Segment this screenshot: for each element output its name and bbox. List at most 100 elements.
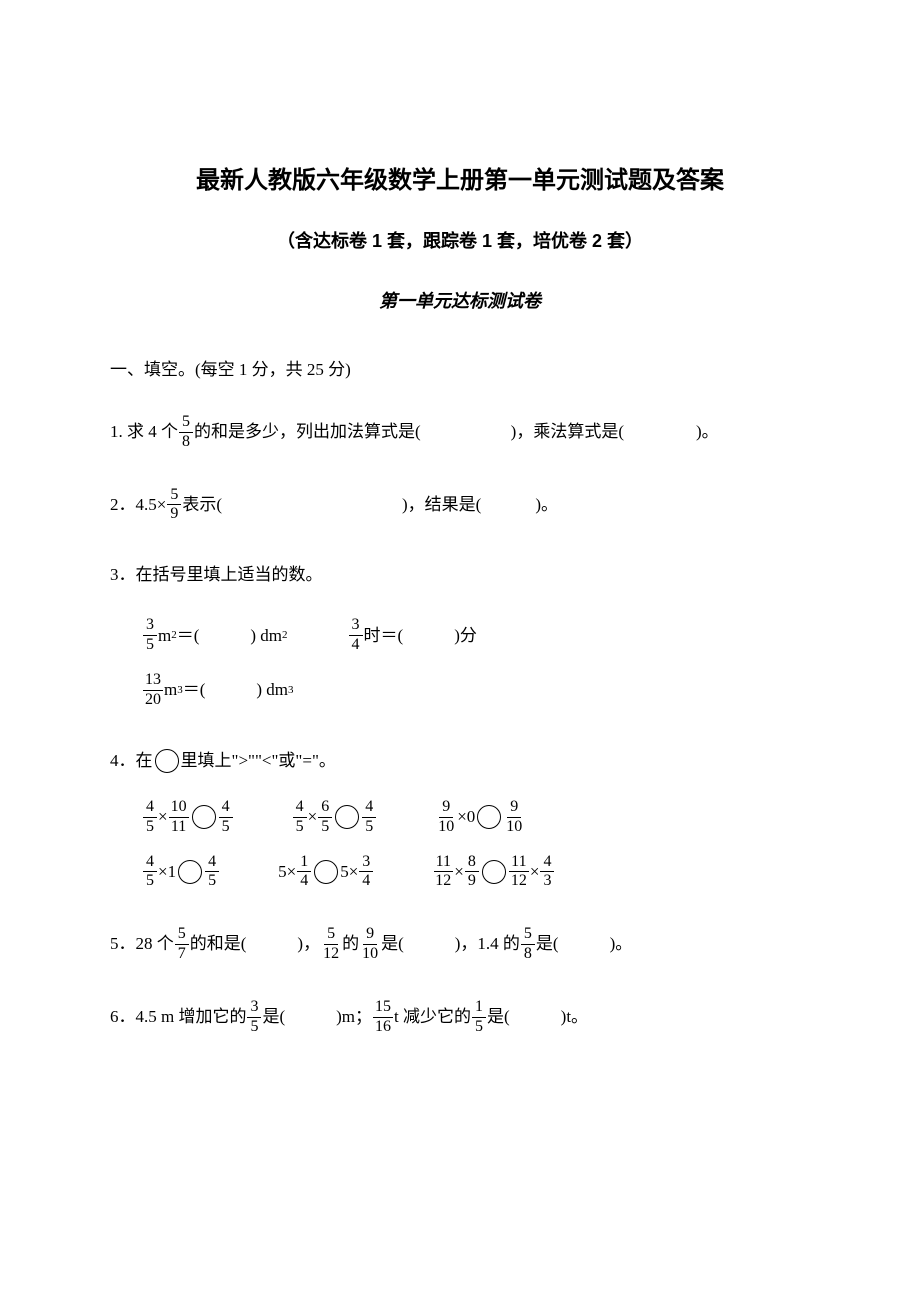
frac-num: 10 [169,799,189,818]
frac-num: 4 [293,799,307,818]
frac-num: 5 [521,926,535,945]
doc-title: 最新人教版六年级数学上册第一单元测试题及答案 [110,160,810,195]
fraction: 13 20 [143,672,163,709]
doc-subtitle: （含达标卷 1 套，跟踪卷 1 套，培优卷 2 套） [110,227,810,253]
q1-suffix: )。 [696,416,719,448]
frac-num: 15 [373,999,393,1018]
frac-den: 5 [143,872,157,890]
frac-den: 9 [167,505,181,523]
fraction: 1011 [169,799,189,836]
expression: 910×0 [435,799,475,836]
question-2: 2．4.5× 5 9 表示( )，结果是( )。 [110,487,810,524]
frac-num: 4 [540,854,554,873]
q3-item-2: 3 4 时＝( )分 [348,617,477,654]
q1-text: 1. 求 4 个 5 8 的和是多少，列出加法算式是( )，乘法算式是( )。 [110,414,719,451]
frac-num: 8 [465,854,479,873]
expression: 45×1011 [142,799,190,836]
q4-h2: 里填上">""<"或"="。 [181,745,336,777]
q4-row1: 45×10114545×6545910×0910 [142,799,810,836]
frac-num: 4 [205,854,219,873]
q3-item-3: 13 20 m3 ＝( ) dm3 [142,672,294,709]
frac-den: 5 [143,636,157,654]
fraction: 35 [247,999,261,1036]
doc-subsubtitle: 第一单元达标测试卷 [110,287,810,313]
op-text: × [530,856,540,888]
fraction: 1112 [433,854,453,891]
expression: 45×1 [142,854,176,891]
question-5: 5．28 个 57 的和是( )， 512 的 910 是( )，1.4 的 5… [110,926,810,963]
frac-num: 3 [359,854,373,873]
fraction: 910 [436,799,456,836]
fraction: 3 4 [349,617,363,654]
frac-den: 5 [219,818,233,836]
frac-den: 10 [436,818,456,836]
t: 6．4.5 m 增加它的 [110,1001,246,1033]
t: 的 [342,928,359,960]
q4-row2: 45×1455×145×341112×891112×43 [142,854,810,891]
frac-den: 5 [247,1018,261,1036]
frac-num: 3 [247,999,261,1018]
expression: 45 [218,799,234,836]
fraction: 45 [143,799,157,836]
frac-den: 5 [362,818,376,836]
q3-heading: 3．在括号里填上适当的数。 [110,559,810,591]
t: t 减少它的 [394,1001,471,1033]
frac-num: 1 [297,854,311,873]
frac-den: 12 [433,872,453,890]
q3-item-1: 3 5 m2 ＝( ) dm2 [142,617,288,654]
frac-num: 13 [143,672,163,691]
t: 的和是( )， [190,928,320,960]
fraction: 65 [318,799,332,836]
frac-den: 5 [205,872,219,890]
unit: m [158,620,171,652]
t: 是( )。 [536,928,632,960]
expression: 45 [361,799,377,836]
op-text: × [454,856,464,888]
blank [624,416,696,448]
q1-prefix: 1. 求 4 个 [110,416,178,448]
section-1-heading: 一、填空。(每空 1 分，共 25 分) [110,355,810,380]
fraction: 34 [359,854,373,891]
op-text: 5× [278,856,296,888]
fraction: 58 [521,926,535,963]
expression: 1112×89 [432,854,480,891]
q3-row1: 3 5 m2 ＝( ) dm2 3 4 时＝( )分 [142,617,810,654]
frac-num: 5 [175,926,189,945]
q2-text: 2．4.5× 5 9 表示( )，结果是( )。 [110,487,558,524]
t: 是( )，1.4 的 [381,928,520,960]
op-text: 5× [340,856,358,888]
circle-icon [192,805,216,829]
sup: 3 [288,680,294,701]
q1-mid: 的和是多少，列出加法算式是( [194,416,421,448]
op-text: × [158,801,168,833]
frac-den: 7 [175,945,189,963]
q3-row2: 13 20 m3 ＝( ) dm3 [142,672,810,709]
frac-den: 10 [360,945,380,963]
frac-num: 1 [472,999,486,1018]
fraction: 3 5 [143,617,157,654]
compare-item: 910×0910 [435,799,525,836]
frac-num: 3 [143,617,157,636]
frac-den: 4 [359,872,373,890]
frac-num: 9 [507,799,521,818]
fraction: 910 [360,926,380,963]
compare-item: 45×145 [142,854,220,891]
expression: 45×65 [292,799,334,836]
t: 5．28 个 [110,928,174,960]
frac-num: 4 [143,854,157,873]
frac-den: 16 [373,1018,393,1036]
frac-num: 6 [318,799,332,818]
unit: m [164,674,177,706]
compare-item: 1112×891112×43 [432,854,555,891]
q4-heading: 4．在 里填上">""<"或"="。 [110,745,336,777]
fraction: 1516 [373,999,393,1036]
frac-num: 9 [439,799,453,818]
q4-h1: 4．在 [110,745,153,777]
fraction: 512 [321,926,341,963]
q2-suffix: )。 [535,489,558,521]
q6-text: 6．4.5 m 增加它的 35 是( )m； 1516 t 减少它的 15 是(… [110,999,588,1036]
blank [481,489,535,521]
expression: 1112×43 [508,854,556,891]
document-page: 最新人教版六年级数学上册第一单元测试题及答案 （含达标卷 1 套，跟踪卷 1 套… [0,0,920,1151]
frac-den: 9 [465,872,479,890]
